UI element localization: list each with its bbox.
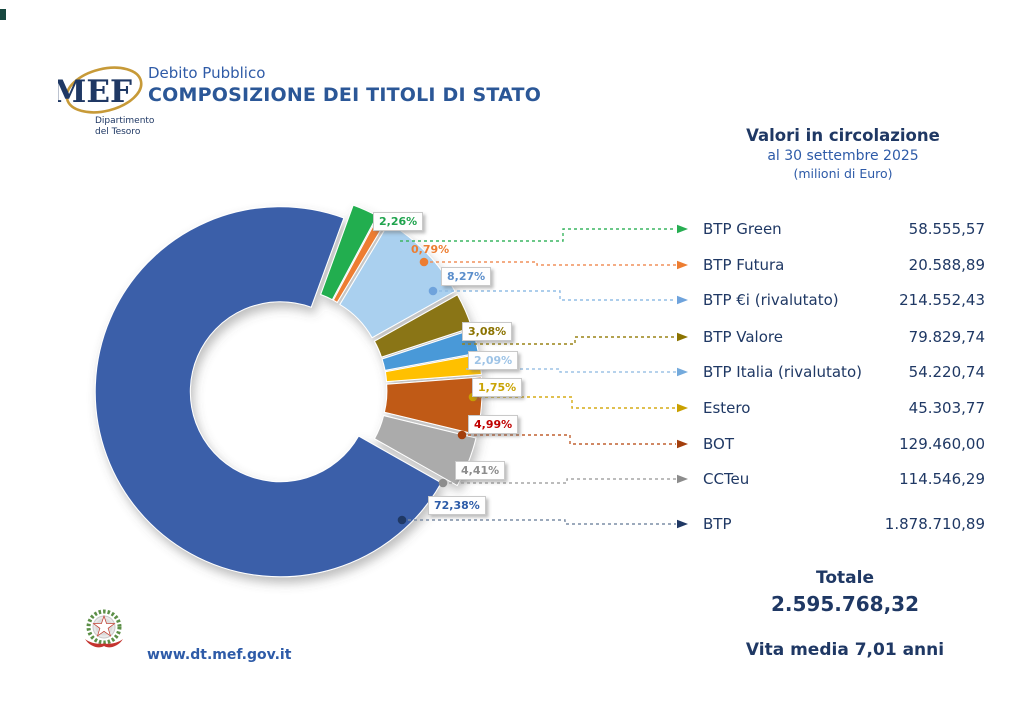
page-title: COMPOSIZIONE DEI TITOLI DI STATO bbox=[148, 84, 542, 106]
values-header: Valori in circolazione al 30 settembre 2… bbox=[697, 126, 989, 181]
legend-label-estero: Estero bbox=[703, 399, 751, 417]
legend-arrow-estero-icon bbox=[677, 403, 688, 413]
legend-arrow-btp-green-icon bbox=[677, 224, 688, 234]
pie-slice-btp-green bbox=[320, 204, 378, 301]
leader-line-btp-i-rivalutato bbox=[433, 290, 676, 301]
legend-arrow-bot-icon bbox=[677, 439, 688, 449]
logo-subtitle-line1: Dipartimento bbox=[95, 116, 155, 126]
logo-text: MEF bbox=[58, 74, 132, 110]
percent-label-btp-italia-rivalutato: 2,09% bbox=[468, 351, 519, 370]
leader-dot-btp-futura bbox=[419, 257, 429, 267]
legend-row-btp-i-rivalutato: BTP €i (rivalutato) 214.552,43 bbox=[703, 290, 985, 310]
values-date: al 30 settembre 2025 bbox=[767, 148, 919, 164]
percent-label-ccteu: 4,41% bbox=[455, 461, 506, 480]
percent-label-btp-valore: 3,08% bbox=[462, 322, 513, 341]
legend-label-btp-i-rivalutato: BTP €i (rivalutato) bbox=[703, 291, 839, 309]
leader-line-btp-futura bbox=[424, 261, 676, 266]
website-link[interactable]: www.dt.mef.gov.it bbox=[147, 647, 292, 663]
leader-line-ccteu bbox=[443, 478, 676, 484]
pie-slice-btp bbox=[94, 206, 442, 578]
legend-value-btp-italia-rivalutato: 54.220,74 bbox=[908, 363, 985, 381]
pie-slice-ccteu bbox=[373, 414, 477, 487]
leader-line-btp-valore bbox=[462, 336, 676, 345]
legend-row-bot: BOT 129.460,00 bbox=[703, 434, 985, 454]
mef-logo-ellipse-icon: MEF bbox=[52, 66, 143, 114]
legend-value-ccteu: 114.546,29 bbox=[899, 470, 985, 488]
percent-label-estero: 1,75% bbox=[472, 378, 523, 397]
mef-logo: MEF bbox=[52, 60, 158, 120]
legend-arrow-ccteu-icon bbox=[677, 474, 688, 484]
legend-value-btp-futura: 20.588,89 bbox=[908, 256, 985, 274]
legend-row-ccteu: CCTeu 114.546,29 bbox=[703, 469, 985, 489]
pie-slice-btp-i-rivalutato bbox=[339, 222, 456, 339]
legend-row-estero: Estero 45.303,77 bbox=[703, 398, 985, 418]
page-edge-marker bbox=[0, 9, 6, 20]
legend-row-btp: BTP 1.878.710,89 bbox=[703, 514, 985, 534]
leader-dot-bot bbox=[457, 430, 467, 440]
leader-line-btp bbox=[402, 519, 676, 525]
logo-subtitle-line2: del Tesoro bbox=[95, 127, 141, 137]
legend-value-btp-green: 58.555,57 bbox=[908, 220, 985, 238]
percent-label-btp: 72,38% bbox=[428, 496, 486, 515]
legend-arrow-btp-valore-icon bbox=[677, 332, 688, 342]
leader-line-bot bbox=[462, 434, 676, 445]
legend-label-bot: BOT bbox=[703, 435, 734, 453]
legend-row-btp-valore: BTP Valore 79.829,74 bbox=[703, 327, 985, 347]
legend-arrow-btp-futura-icon bbox=[677, 260, 688, 270]
total-block: Totale 2.595.768,32 bbox=[700, 568, 990, 616]
legend-value-btp-i-rivalutato: 214.552,43 bbox=[899, 291, 985, 309]
italy-emblem-icon bbox=[85, 609, 123, 648]
legend-value-btp: 1.878.710,89 bbox=[884, 515, 985, 533]
total-value: 2.595.768,32 bbox=[770, 592, 920, 616]
legend-label-ccteu: CCTeu bbox=[703, 470, 750, 488]
leader-dot-ccteu bbox=[438, 478, 448, 488]
legend-value-estero: 45.303,77 bbox=[908, 399, 985, 417]
italy-emblem bbox=[80, 606, 128, 654]
legend-row-btp-green: BTP Green 58.555,57 bbox=[703, 219, 985, 239]
legend-arrow-btp-icon bbox=[677, 519, 688, 529]
values-title: Valori in circolazione bbox=[746, 126, 940, 145]
legend-label-btp-futura: BTP Futura bbox=[703, 256, 785, 274]
values-unit: (milioni di Euro) bbox=[793, 166, 893, 181]
average-life-note: Vita media 7,01 anni bbox=[745, 640, 945, 660]
pie-slice-btp-valore bbox=[373, 294, 473, 358]
legend-label-btp-italia-rivalutato: BTP Italia (rivalutato) bbox=[703, 363, 862, 381]
legend-arrow-btp-italia-rivalutato-icon bbox=[677, 367, 688, 377]
legend-label-btp-green: BTP Green bbox=[703, 220, 782, 238]
legend-row-btp-italia-rivalutato: BTP Italia (rivalutato) 54.220,74 bbox=[703, 362, 985, 382]
percent-label-btp-futura: 0,79% bbox=[411, 243, 450, 256]
logo-subtitle: Dipartimento del Tesoro bbox=[95, 116, 154, 138]
leader-line-btp-green bbox=[400, 228, 676, 242]
legend-label-btp-valore: BTP Valore bbox=[703, 328, 783, 346]
legend-row-btp-futura: BTP Futura 20.588,89 bbox=[703, 255, 985, 275]
legend-label-btp: BTP bbox=[703, 515, 732, 533]
percent-label-bot: 4,99% bbox=[468, 415, 519, 434]
leader-line-estero bbox=[473, 396, 676, 409]
leader-dot-btp-i-rivalutato bbox=[428, 286, 438, 296]
percent-label-btp-green: 2,26% bbox=[373, 212, 424, 231]
legend-value-btp-valore: 79.829,74 bbox=[908, 328, 985, 346]
total-label: Totale bbox=[816, 568, 874, 588]
percent-label-btp-i-rivalutato: 8,27% bbox=[441, 267, 492, 286]
legend-value-bot: 129.460,00 bbox=[899, 435, 985, 453]
leader-dot-btp bbox=[397, 515, 407, 525]
legend-arrow-btp-i-rivalutato-icon bbox=[677, 295, 688, 305]
pretitle: Debito Pubblico bbox=[148, 64, 266, 82]
